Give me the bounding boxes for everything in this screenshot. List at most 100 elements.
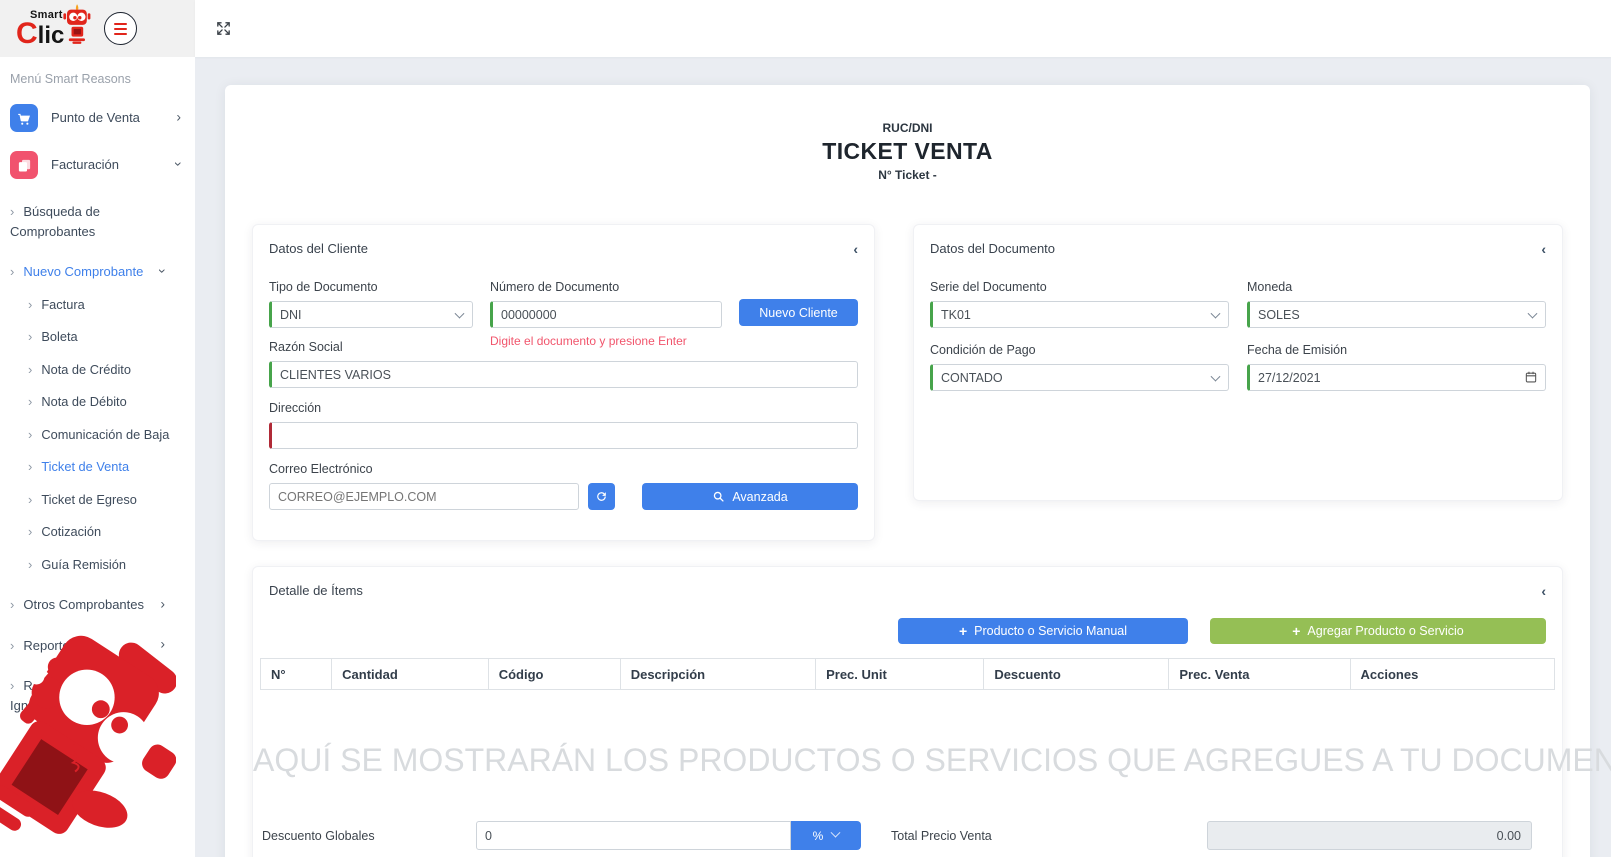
sidebar-item-regularizacion-de-ignorados[interactable]: › Regularización de Ignorados bbox=[10, 678, 128, 713]
logo-clic-text: Clic bbox=[16, 17, 65, 50]
sidebar-item-punto-de-venta[interactable]: Punto de Venta › bbox=[0, 96, 195, 140]
sidebar-item-nota-de-credito[interactable]: › Nota de Crédito bbox=[28, 361, 131, 377]
numero-documento-label: Número de Documento bbox=[490, 280, 620, 294]
moneda-select[interactable]: SOLES bbox=[1247, 301, 1546, 328]
chevron-right-icon: › bbox=[10, 264, 15, 279]
busqueda-avanzada-button[interactable]: Avanzada bbox=[642, 483, 858, 510]
chevron-right-icon: › bbox=[176, 108, 181, 125]
column-header-cantidad: Cantidad bbox=[331, 658, 489, 690]
sidebar-item-factura[interactable]: › Factura bbox=[28, 296, 85, 312]
document-panel-title: Datos del Documento bbox=[930, 241, 1056, 256]
items-panel: Detalle de Ítems ‹ Producto o Servicio M… bbox=[252, 566, 1611, 857]
sidebar-toggle-button[interactable] bbox=[104, 12, 138, 45]
page-title: TICKET VENTA bbox=[822, 138, 993, 164]
topbar bbox=[195, 0, 1611, 57]
document-header: RUC/DNI TICKET VENTA N° Ticket - bbox=[252, 121, 1563, 182]
direccion-label: Dirección bbox=[269, 401, 322, 415]
logo-robot-icon bbox=[58, 3, 94, 50]
chevron-down-icon: › bbox=[171, 161, 188, 167]
column-header-acciones: Acciones bbox=[1349, 658, 1555, 690]
refresh-icon bbox=[597, 492, 606, 501]
chevron-right-icon: › bbox=[160, 635, 165, 652]
collapse-document-panel-button[interactable]: ‹ bbox=[1541, 240, 1546, 257]
collapse-client-panel-button[interactable]: ‹ bbox=[853, 240, 858, 257]
fullscreen-icon[interactable] bbox=[215, 20, 232, 37]
refresh-correo-button[interactable] bbox=[588, 483, 615, 510]
chevron-right-icon: › bbox=[10, 597, 15, 612]
column-header-prec-venta: Prec. Venta bbox=[1168, 658, 1351, 690]
search-icon bbox=[714, 491, 724, 502]
sidebar-item-ticket-de-venta[interactable]: › Ticket de Venta bbox=[28, 459, 130, 474]
items-panel-title: Detalle de Ítems bbox=[269, 583, 363, 598]
chevron-right-icon: › bbox=[10, 637, 15, 653]
fecha-emision-input[interactable] bbox=[1247, 364, 1546, 391]
sidebar: Menú Smart Reasons Punto de Venta › Factur… bbox=[0, 57, 195, 857]
cart-icon bbox=[10, 104, 38, 132]
main-content: RUC/DNI TICKET VENTA N° Ticket - Datos d… bbox=[195, 57, 1611, 857]
tipo-documento-label: Tipo de Documento bbox=[269, 280, 378, 294]
serie-documento-select[interactable]: TK01 bbox=[930, 301, 1229, 328]
sidebar-item-comunicacion-de-baja[interactable]: › Comunicación de Baja bbox=[28, 426, 170, 442]
sidebar-menu: Punto de Venta › Facturación › › Búsqueda de … bbox=[0, 96, 195, 721]
chevron-right-icon: › bbox=[28, 394, 33, 409]
sidebar-item-nuevo-comprobante[interactable]: › Nuevo Comprobante › bbox=[10, 264, 172, 279]
descuento-global-label: Descuento Globales bbox=[262, 828, 375, 843]
column-header-codigo: Código bbox=[487, 658, 621, 690]
descuento-global-input[interactable] bbox=[476, 821, 791, 850]
producto-servicio-manual-button[interactable]: Producto o Servicio Manual bbox=[898, 618, 1188, 644]
agregar-producto-servicio-button[interactable]: Agregar Producto o Servicio bbox=[1210, 618, 1546, 644]
chevron-right-icon: › bbox=[28, 556, 33, 572]
razon-social-input[interactable] bbox=[269, 361, 858, 388]
sidebar-item-busqueda-de-comprobantes[interactable]: › Búsqueda de Comprobantes bbox=[10, 204, 100, 239]
moneda-label: Moneda bbox=[1247, 280, 1293, 294]
tipo-documento-select[interactable]: DNI bbox=[269, 301, 473, 328]
numero-documento-input[interactable] bbox=[490, 301, 722, 328]
column-header-n: N° bbox=[259, 658, 333, 690]
sidebar-item-facturacion[interactable]: Facturación › bbox=[0, 143, 195, 187]
direccion-input[interactable] bbox=[269, 422, 858, 449]
condicion-pago-select[interactable]: CONTADO bbox=[930, 364, 1229, 391]
app-logo[interactable]: Smart Clic bbox=[16, 10, 64, 49]
sidebar-item-cotizacion[interactable]: › Cotización bbox=[28, 524, 102, 539]
hamburger-icon bbox=[114, 22, 128, 25]
logo-area: Smart Clic bbox=[0, 0, 195, 57]
logo-smart-text: Smart bbox=[30, 9, 63, 21]
sidebar-item-otros-comprobantes[interactable]: › Otros Comprobantes › bbox=[0, 589, 195, 621]
chevron-right-icon: › bbox=[28, 491, 33, 507]
chevron-right-icon: › bbox=[28, 296, 33, 312]
column-header-descuento: Descuento bbox=[983, 658, 1170, 690]
chevron-right-icon: › bbox=[28, 459, 33, 474]
serie-documento-label: Serie del Documento bbox=[930, 280, 1047, 294]
document-panel: Datos del Documento ‹ Serie del Document… bbox=[913, 224, 1563, 501]
fecha-emision-label: Fecha de Emisión bbox=[1247, 343, 1348, 357]
client-panel-title: Datos del Cliente bbox=[269, 241, 368, 256]
correo-input[interactable] bbox=[269, 483, 579, 510]
chevron-right-icon: › bbox=[10, 204, 15, 219]
plus-icon bbox=[1292, 624, 1300, 639]
razon-social-label: Razón Social bbox=[269, 340, 343, 354]
collapse-items-panel-button[interactable]: ‹ bbox=[1541, 582, 1546, 599]
sidebar-item-nota-de-debito[interactable]: › Nota de Débito bbox=[28, 394, 127, 409]
sidebar-item-reportes[interactable]: › Reportes › bbox=[0, 630, 195, 662]
nuevo-cliente-button[interactable]: Nuevo Cliente bbox=[739, 299, 858, 326]
sidebar-item-ticket-de-egreso[interactable]: › Ticket de Egreso bbox=[28, 491, 137, 507]
condicion-pago-label: Condición de Pago bbox=[930, 343, 1036, 357]
chevron-down-icon bbox=[830, 827, 841, 838]
chevron-right-icon: › bbox=[10, 678, 15, 693]
column-header-prec-unit: Prec. Unit bbox=[815, 658, 985, 690]
sidebar-item-boleta[interactable]: › Boleta bbox=[28, 329, 78, 344]
ticket-number: N° Ticket - bbox=[878, 168, 937, 182]
empty-items-message: AQUÍ SE MOSTRARÁN LOS PRODUCTOS O SERVIC… bbox=[253, 742, 1611, 778]
invoices-icon bbox=[10, 151, 38, 179]
correo-label: Correo Electrónico bbox=[269, 462, 373, 476]
total-precio-venta-input bbox=[1207, 821, 1532, 850]
sidebar-item-guia-remision[interactable]: › Guía Remisión bbox=[28, 556, 126, 572]
column-header-descripcion: Descripción bbox=[619, 658, 817, 690]
numero-documento-hint: Digite el documento y presione Enter bbox=[490, 334, 687, 348]
descuento-unit-select[interactable]: % bbox=[791, 821, 861, 850]
plus-icon bbox=[959, 624, 967, 639]
items-table: N° Cantidad Código Descripción Prec. Unit Des… bbox=[259, 658, 1555, 690]
chevron-right-icon: › bbox=[28, 524, 33, 539]
sidebar-menu-header: Menú Smart Reasons bbox=[10, 72, 131, 86]
